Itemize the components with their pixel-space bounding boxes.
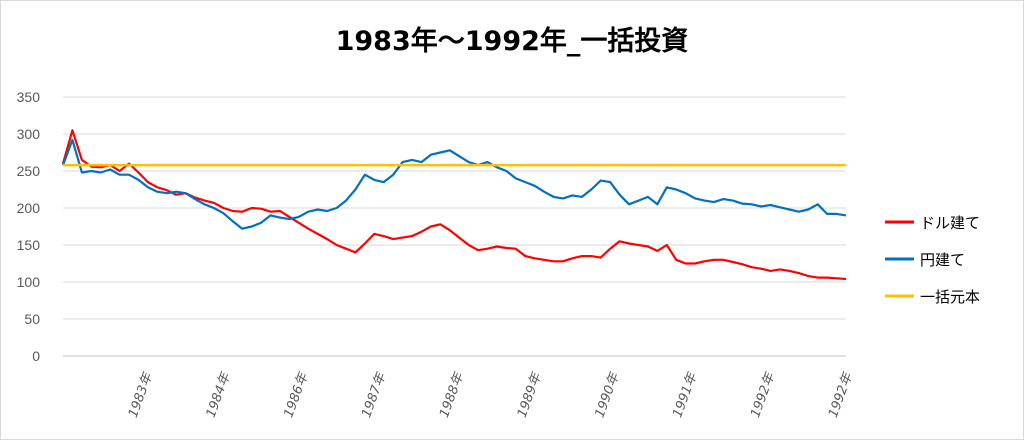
x-tick-label: 1990年 [593,369,624,419]
legend-label-1: ドル建て [920,214,980,232]
x-tick-label: 1992年 [826,369,857,419]
x-tick-label: 1989年 [515,369,546,419]
x-tick-label: 1991年 [670,369,701,419]
x-tick-label: 1986年 [281,369,312,419]
y-tick-label: 0 [32,348,40,364]
legend-label-3: 一括元本 [920,288,980,306]
y-tick-label: 250 [17,163,41,179]
y-tick-label: 300 [17,126,41,142]
x-tick-label: 1988年 [437,369,468,419]
y-tick-label: 150 [17,237,41,253]
y-tick-label: 100 [17,274,41,290]
y-tick-label: 350 [17,89,41,105]
x-tick-label: 1992年 [748,369,779,419]
y-axis-ticks: 0 50 100 150 200 250 300 350 [17,89,41,364]
plot-area [61,129,847,281]
x-tick-label: 1987年 [359,369,390,419]
x-tick-label: 1984年 [204,369,235,419]
series-line-2 [61,138,847,230]
y-tick-label: 50 [24,311,40,327]
gridlines [63,96,846,357]
chart-title: 1983年～1992年_一括投資 [335,26,689,57]
x-axis-ticks: 1983年 1984年 1986年 1987年 1988年 1989年 1990年 1991年… [126,369,857,419]
legend-label-2: 円建て [920,251,965,269]
x-tick-label: 1983年 [126,369,157,419]
y-tick-label: 200 [17,200,41,216]
